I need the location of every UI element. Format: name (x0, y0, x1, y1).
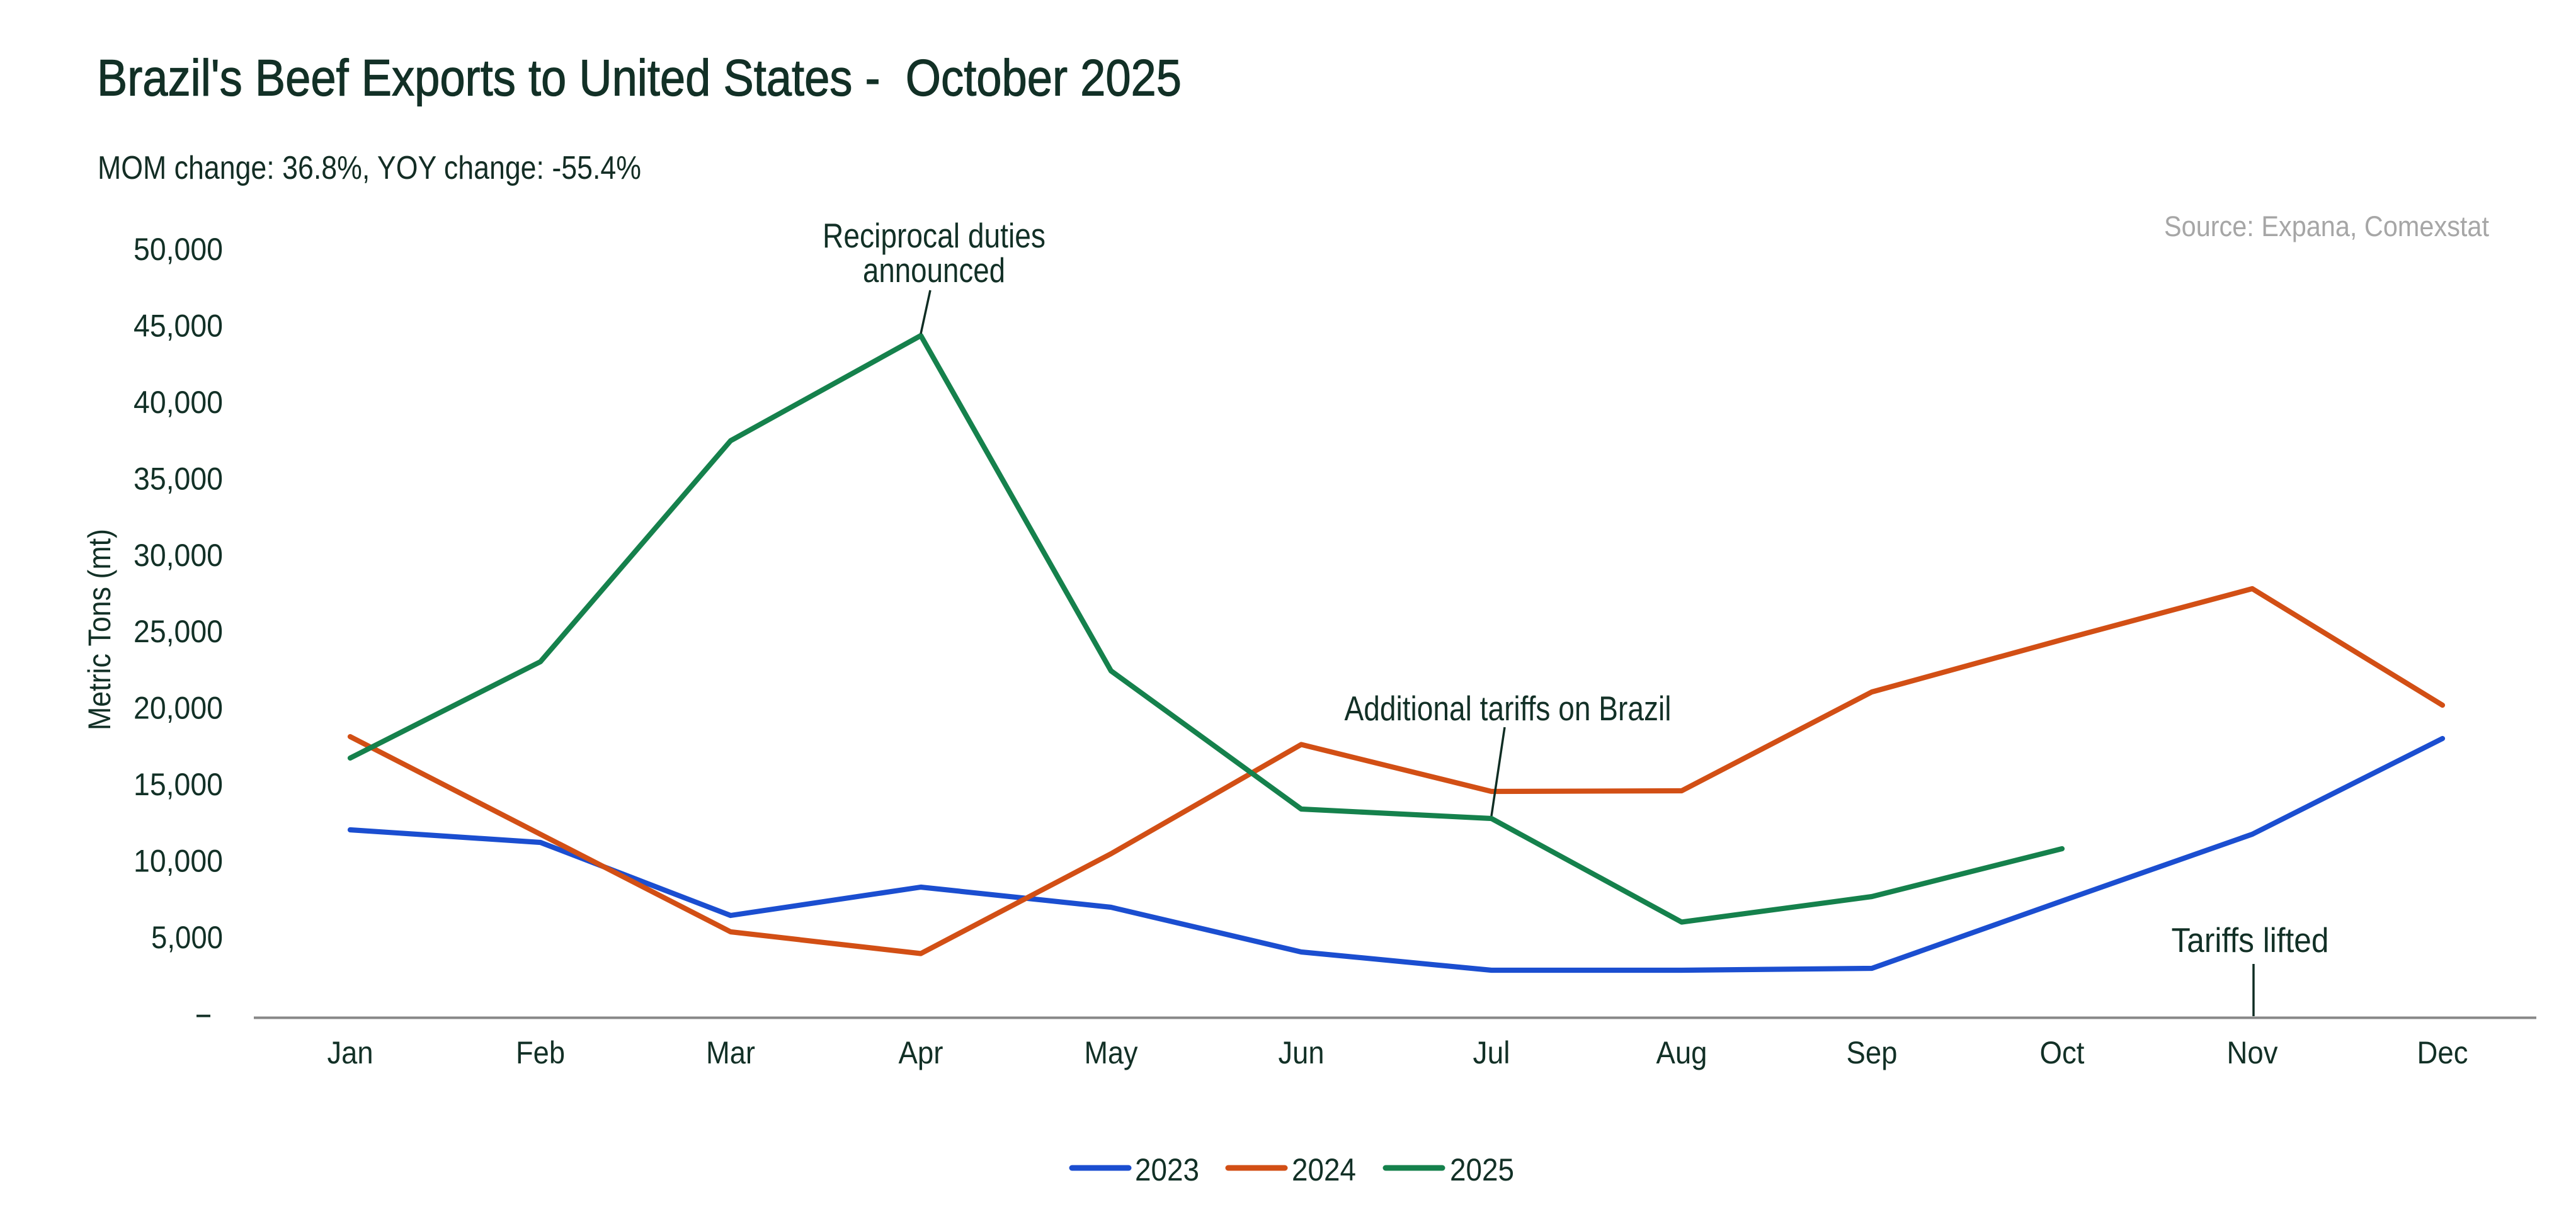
svg-text:Source: Expana, Comexstat: Source: Expana, Comexstat (2164, 210, 2489, 242)
svg-text:2024: 2024 (1292, 1152, 1356, 1187)
svg-text:Jan: Jan (328, 1035, 373, 1070)
svg-text:Metric Tons (mt): Metric Tons (mt) (82, 529, 117, 730)
svg-text:2025: 2025 (1450, 1152, 1514, 1187)
svg-text:Nov: Nov (2227, 1035, 2278, 1070)
svg-text:-: - (194, 996, 213, 1031)
svg-text:Reciprocal duties: Reciprocal duties (823, 216, 1046, 255)
svg-text:May: May (1085, 1035, 1138, 1070)
svg-text:Dec: Dec (2417, 1035, 2468, 1070)
svg-text:10,000: 10,000 (134, 843, 223, 878)
svg-text:Apr: Apr (899, 1035, 943, 1070)
svg-text:Additional tariffs on Brazil: Additional tariffs on Brazil (1345, 689, 1672, 728)
svg-text:Jun: Jun (1279, 1035, 1325, 1070)
svg-text:15,000: 15,000 (134, 767, 223, 802)
svg-text:Feb: Feb (516, 1035, 565, 1070)
svg-text:Tariffs lifted: Tariffs lifted (2172, 920, 2329, 960)
svg-text:2023: 2023 (1135, 1152, 1199, 1187)
svg-text:25,000: 25,000 (134, 614, 223, 649)
svg-text:5,000: 5,000 (151, 920, 223, 955)
svg-text:Oct: Oct (2040, 1035, 2085, 1070)
svg-text:Mar: Mar (706, 1035, 755, 1070)
svg-text:30,000: 30,000 (134, 538, 223, 573)
svg-text:MOM change: 36.8%, YOY change:: MOM change: 36.8%, YOY change: -55.4% (98, 150, 641, 186)
svg-text:Aug: Aug (1656, 1035, 1707, 1070)
svg-text:Jul: Jul (1473, 1035, 1510, 1070)
svg-text:50,000: 50,000 (134, 232, 223, 267)
svg-text:20,000: 20,000 (134, 691, 223, 726)
svg-text:Brazil's Beef Exports to Unite: Brazil's Beef Exports to United States -… (97, 50, 1182, 107)
svg-text:40,000: 40,000 (134, 385, 223, 420)
svg-text:45,000: 45,000 (134, 309, 223, 344)
svg-text:announced: announced (863, 251, 1005, 290)
svg-text:Sep: Sep (1847, 1035, 1898, 1070)
svg-text:35,000: 35,000 (134, 461, 223, 496)
